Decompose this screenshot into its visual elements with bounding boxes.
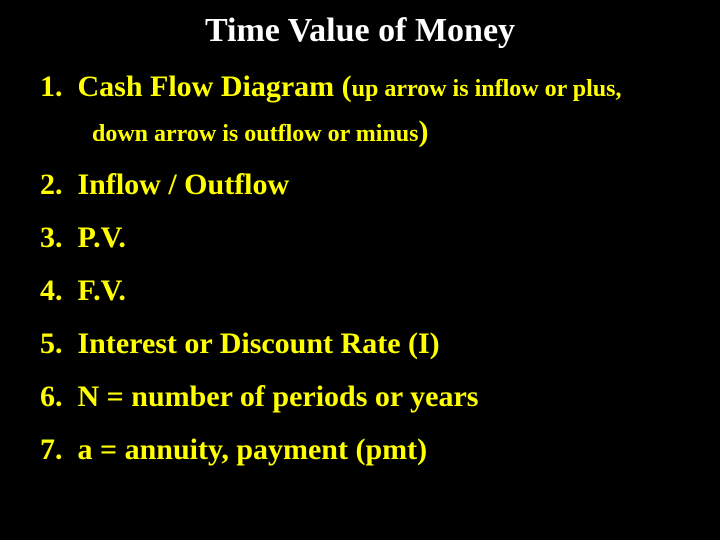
item-text: F.V. [78,274,126,307]
item-number: 3. [40,221,63,254]
item-text: Interest or Discount Rate (I) [78,327,440,360]
item-text: Inflow / Outflow [78,168,290,201]
item-number: 1. [40,70,63,103]
item-number: 7. [40,433,63,466]
list-item: 7. a = annuity, payment (pmt) [40,427,680,472]
list-item: 6. N = number of periods or years [40,374,680,419]
list-item: 3. P.V. [40,215,680,260]
list-item: 1. Cash Flow Diagram (up arrow is inflow… [40,64,680,154]
item-number: 4. [40,274,63,307]
item-close: ) [418,115,428,148]
item-number: 6. [40,380,63,413]
list-item: 4. F.V. [40,268,680,313]
list-item: 5. Interest or Discount Rate (I) [40,321,680,366]
list-item: 2. Inflow / Outflow [40,162,680,207]
topic-list: 1. Cash Flow Diagram (up arrow is inflow… [40,64,680,472]
item-number: 2. [40,168,63,201]
item-text: N = number of periods or years [78,380,479,413]
item-text: a = annuity, payment (pmt) [78,433,428,466]
item-number: 5. [40,327,63,360]
slide-title: Time Value of Money [40,12,680,50]
slide-container: Time Value of Money 1. Cash Flow Diagram… [0,0,720,540]
item-text: Cash Flow Diagram ( [78,70,352,103]
item-text: P.V. [78,221,126,254]
